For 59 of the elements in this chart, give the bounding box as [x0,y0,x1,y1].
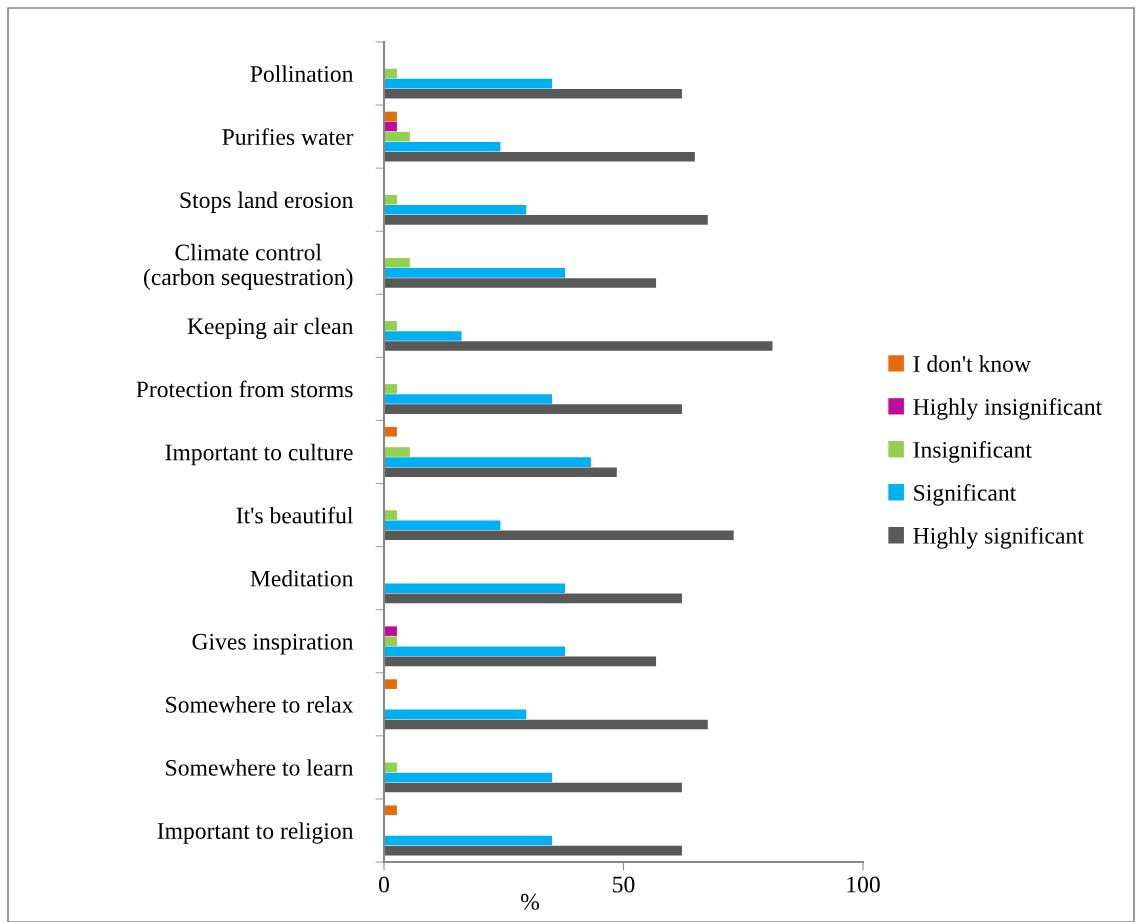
bar [384,131,410,142]
y-tick-label: Climate control (carbon sequestration) [144,243,353,290]
bar [384,88,682,99]
y-tick-label: Gives inspiration [192,633,354,655]
bar [384,593,682,604]
bar [384,510,397,520]
y-tick-label: Meditation [250,569,354,587]
bar [384,341,773,351]
x-tick-label: 100 [847,876,880,893]
bar [384,520,501,530]
legend-label: Significant [914,483,1017,506]
bar [384,141,501,152]
bar [384,278,657,288]
bar [384,257,410,268]
y-tick-label: Stops land erosion [180,191,354,213]
x-tick-label: 0 [379,876,389,893]
y-tick-label: Purifies water [222,128,354,146]
x-axis-title: % [520,893,540,910]
bar [384,152,695,162]
y-tick-label: Somewhere to relax [166,696,354,713]
bar [384,268,566,278]
x-tick-label: 50 [613,876,635,893]
legend-label: I don't know [913,355,1031,372]
bar [384,530,734,541]
bar [384,215,708,225]
bar [384,394,553,404]
bar [384,626,397,636]
bar [384,772,553,783]
y-tick-label: Protection from storms [136,380,353,398]
bar [384,331,462,341]
bar [384,709,527,720]
bar [384,636,397,647]
bar [384,679,397,689]
bar [384,835,553,846]
bar [384,447,410,457]
bar [384,78,553,89]
bar [384,384,397,394]
legend-label: Insignificant [913,440,1032,463]
y-tick-label: Somewhere to learn [166,759,354,776]
y-tick-label: Important to culture [165,443,353,466]
bar [384,321,397,331]
bar [384,782,682,793]
y-tick-label: Keeping air clean [187,317,354,340]
bar [384,583,566,594]
bar [384,845,682,856]
y-tick-label: It's beautiful [236,506,353,524]
bar [384,457,591,467]
bar [384,467,617,477]
bar [384,404,682,414]
legend-label: Highly insignificant [913,398,1103,420]
bar [384,719,708,730]
y-tick-label: Pollination [250,65,354,82]
legend-label: Highly significant [913,526,1084,549]
bar [384,646,566,657]
bar [384,427,397,437]
y-tick-label: Important to religion [157,822,354,844]
bar [384,204,527,215]
bar [384,805,397,816]
bar [384,656,657,667]
